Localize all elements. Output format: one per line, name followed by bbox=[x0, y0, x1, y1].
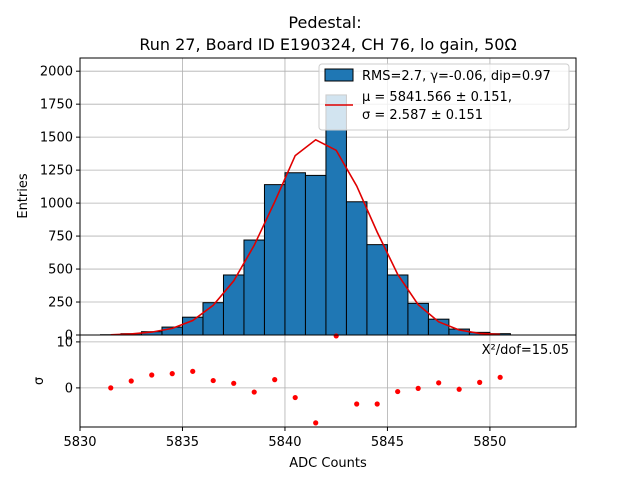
residual-point bbox=[333, 333, 339, 339]
x-axis-label: ADC Counts bbox=[289, 456, 367, 471]
residual-point bbox=[374, 401, 380, 407]
residual-point bbox=[108, 385, 114, 391]
x-tick-label: 5835 bbox=[166, 435, 199, 450]
residual-point bbox=[477, 379, 483, 385]
residual-point bbox=[415, 385, 421, 391]
histogram-y-label: Entries bbox=[16, 173, 31, 219]
residual-point bbox=[231, 380, 237, 386]
x-tick-label: 5845 bbox=[371, 435, 404, 450]
histogram-bar bbox=[202, 302, 224, 336]
histogram-bar bbox=[304, 174, 327, 336]
x-tick-label: 5850 bbox=[473, 435, 506, 450]
residual-point bbox=[149, 372, 155, 378]
residual-point bbox=[210, 377, 216, 384]
residual-point bbox=[354, 401, 360, 407]
histogram-bar bbox=[366, 244, 388, 336]
residual-annotation: X²/dof=15.05 bbox=[482, 343, 569, 358]
residual-points bbox=[108, 333, 503, 426]
gaussian-fit-line bbox=[110, 138, 501, 336]
histogram-y-ticks: 0 250 500 750 1000 1250 1500 1750 2000 bbox=[40, 65, 80, 344]
x-tick-label: 5840 bbox=[268, 435, 301, 450]
histogram-bar bbox=[263, 184, 286, 336]
legend-histogram-swatch bbox=[324, 68, 354, 82]
residual-point bbox=[313, 420, 319, 426]
residual-point bbox=[292, 394, 298, 401]
residual-point bbox=[190, 368, 196, 374]
histogram-bar bbox=[325, 94, 347, 336]
residual-point bbox=[251, 389, 257, 395]
histogram-y-tick-label: 1500 bbox=[40, 131, 73, 146]
histogram-y-tick-label: 1750 bbox=[40, 98, 73, 113]
residual-point bbox=[169, 371, 175, 377]
residual-y-ticks: 0 10 bbox=[56, 335, 80, 396]
histogram-bar bbox=[407, 302, 429, 336]
histogram-y-tick-label: 500 bbox=[48, 263, 73, 278]
histogram-y-tick-label: 250 bbox=[48, 296, 73, 311]
histogram-bar bbox=[284, 172, 306, 336]
x-tick-label: 5830 bbox=[63, 435, 96, 450]
legend-frame bbox=[318, 63, 570, 131]
residual-point bbox=[436, 380, 442, 386]
histogram-bars bbox=[99, 94, 511, 336]
histogram-y-tick-label: 1250 bbox=[40, 164, 73, 179]
chart-title-line-2: Run 27, Board ID E190324, CH 76, lo gain… bbox=[139, 35, 516, 54]
histogram-y-tick-label: 0 bbox=[65, 329, 73, 344]
legend-histogram-label: RMS=2.7, γ=-0.06, dip=0.97 bbox=[362, 69, 551, 84]
legend: RMS=2.7, γ=-0.06, dip=0.97 μ = 5841.566 … bbox=[318, 63, 570, 131]
chart-title-line-1: Pedestal: bbox=[288, 13, 361, 32]
residual-y-tick-label: 0 bbox=[65, 381, 73, 396]
residual-point bbox=[395, 388, 401, 395]
histogram-bar bbox=[243, 239, 265, 336]
histogram-bar bbox=[345, 201, 368, 336]
legend-fit-label-line-2: σ = 2.587 ± 0.151 bbox=[362, 108, 483, 123]
histogram-y-tick-label: 750 bbox=[48, 230, 73, 245]
histogram-bar bbox=[222, 274, 245, 336]
residual-point bbox=[272, 377, 278, 383]
residual-point bbox=[456, 386, 462, 392]
residual-point bbox=[497, 374, 503, 380]
residual-x-ticks: 5830 5835 5840 5845 5850 bbox=[63, 427, 506, 450]
residual-point bbox=[128, 378, 134, 384]
residual-y-tick-label: 10 bbox=[56, 335, 73, 350]
residual-y-label: σ bbox=[32, 377, 47, 385]
histogram-y-tick-label: 1000 bbox=[40, 197, 73, 212]
legend-fit-label-line-1: μ = 5841.566 ± 0.151, bbox=[362, 90, 512, 105]
residual-axes-frame bbox=[79, 334, 577, 428]
histogram-y-tick-label: 2000 bbox=[40, 65, 73, 80]
